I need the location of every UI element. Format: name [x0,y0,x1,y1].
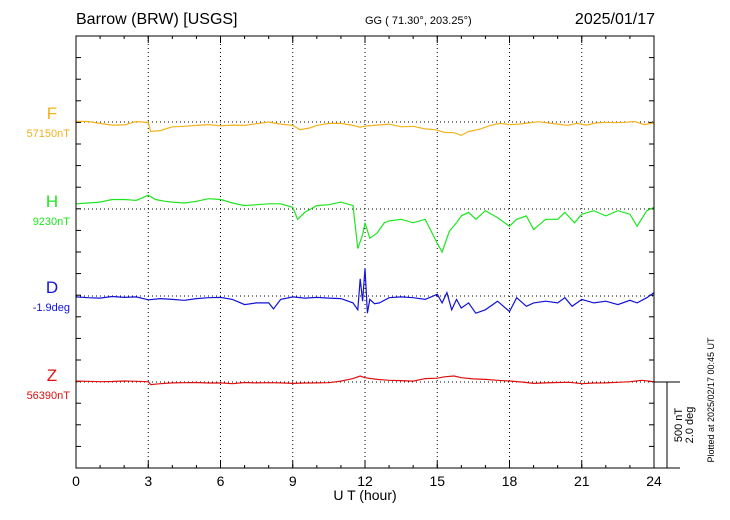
x-tick-label: 12 [357,473,373,489]
series-line-H [75,194,655,254]
plotted-note: Plotted at 2025/02/17 00:45 UT [706,337,716,463]
series-labels: F 57150nT H 9230nT D -1.9deg Z 56390nT [27,104,71,402]
x-tick-label: 15 [429,473,445,489]
x-tick-label: 3 [144,473,152,489]
series-baseline-H: 9230nT [33,216,71,228]
plot-frame [75,35,655,469]
x-tick-label: 18 [502,473,518,489]
x-tick-label: 6 [217,473,225,489]
station-title: Barrow (BRW) [USGS] [76,11,238,28]
series-baseline-D: -1.9deg [33,302,70,314]
series-line-F [75,120,655,137]
x-tick-label: 24 [646,473,662,489]
scale-bar: 500 nT 2.0 deg [654,381,696,469]
x-tick-label: 9 [289,473,297,489]
date-label: 2025/01/17 [575,11,655,28]
series-baseline-F: 57150nT [27,128,71,140]
series-name-Z: Z [47,366,57,385]
grid-lines [76,36,654,468]
series-line-D [75,268,655,314]
series-layer [75,120,655,386]
series-name-F: F [47,104,57,123]
x-tick-label: 21 [574,473,590,489]
x-axis-label: U T (hour) [333,487,396,503]
scale-bar-label-1: 500 nT [673,408,685,443]
series-name-D: D [46,278,58,297]
series-name-H: H [46,192,58,211]
series-line-Z [75,375,655,386]
scale-bar-label-2: 2.0 deg [684,407,696,444]
x-tick-label: 0 [72,473,80,489]
x-tick-labels: 0 3 6 9 12 15 18 21 24 [72,473,662,489]
coordinates-label: GG ( 71.30°, 203.25°) [365,15,472,27]
series-baseline-Z: 56390nT [27,390,71,402]
